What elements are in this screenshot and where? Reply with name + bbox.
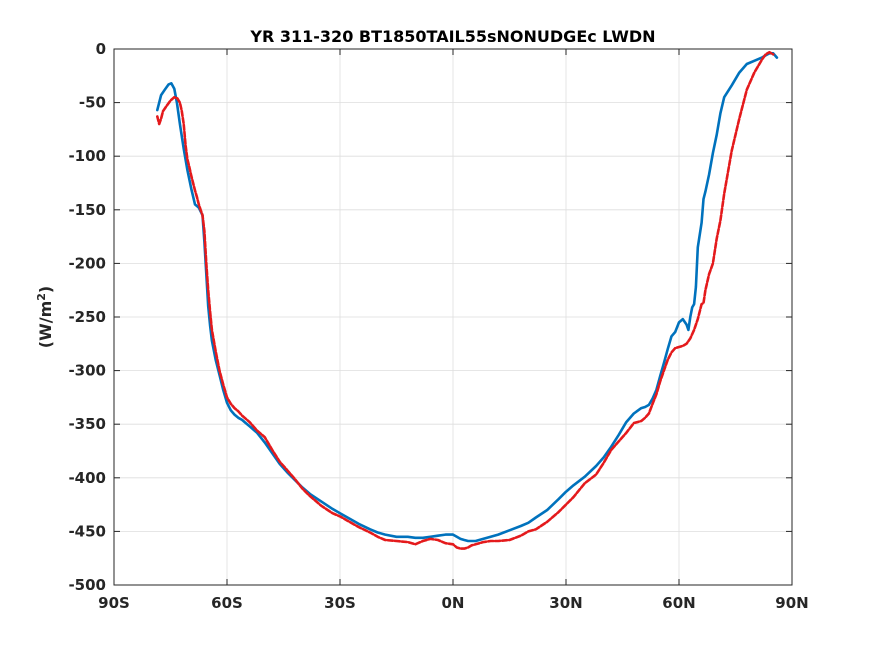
y-tick-label: -100	[68, 147, 106, 165]
y-tick-label: 0	[96, 40, 106, 58]
y-tick-label: -50	[79, 94, 106, 112]
y-tick-label: -450	[68, 522, 106, 540]
y-axis-ticks: 0 -50 -100 -150 -200 -250 -300 -350 -400 -450 -500	[68, 40, 792, 594]
y-tick-label: -500	[68, 576, 106, 594]
y-axis-label: (W/m2)	[35, 286, 56, 348]
x-tick-label: 90N	[775, 594, 808, 612]
x-tick-label: 30N	[549, 594, 582, 612]
y-axis-label-superscript: 2	[35, 293, 48, 301]
x-tick-label: 90S	[98, 594, 130, 612]
x-tick-label: 0N	[442, 594, 465, 612]
y-tick-label: -300	[68, 362, 106, 380]
x-tick-label: 60N	[662, 594, 695, 612]
y-axis-label-suffix: )	[36, 286, 55, 293]
series-line-2	[156, 50, 775, 550]
series-group	[156, 50, 779, 550]
y-tick-label: -200	[68, 254, 106, 272]
y-tick-label: -150	[68, 201, 106, 219]
y-tick-label: -350	[68, 415, 106, 433]
x-tick-label: 30S	[324, 594, 356, 612]
y-tick-label: -250	[68, 308, 106, 326]
x-axis-ticks: 90S 60S 30S 0N 30N 60N 90N	[98, 49, 809, 612]
y-axis-label-main: (W/m	[36, 301, 55, 348]
x-tick-label: 60S	[211, 594, 243, 612]
y-tick-label: -400	[68, 469, 106, 487]
series-line-1	[156, 51, 779, 543]
chart-title: YR 311-320 BT1850TAIL55sNONUDGEc LWDN	[249, 27, 655, 46]
